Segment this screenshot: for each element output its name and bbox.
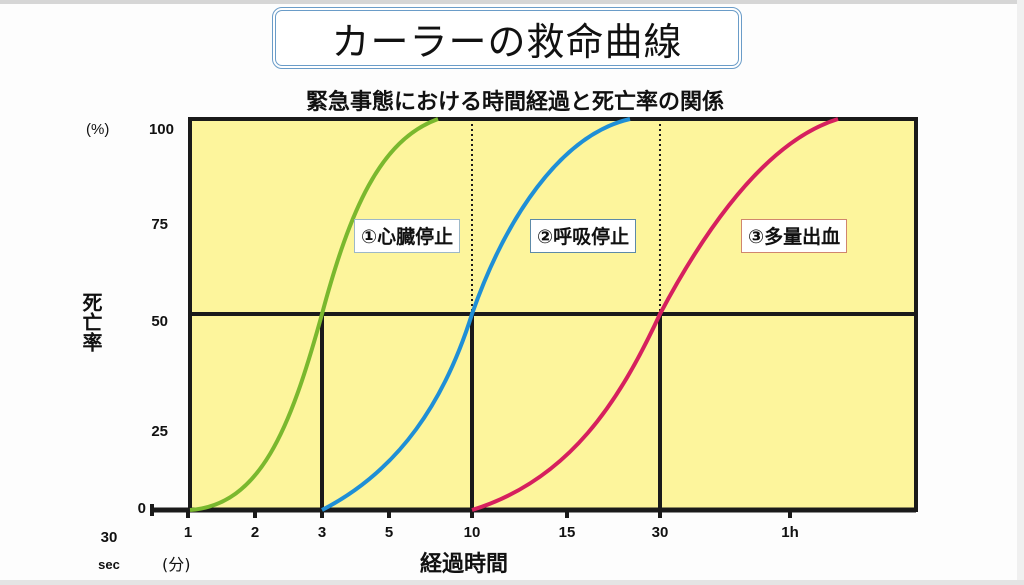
y-axis-label: 死亡率 [79,292,103,357]
window-top-edge [0,0,1024,4]
x-tick-2: 2 [250,524,260,541]
x-tick-3: 3 [317,524,327,541]
label-cardiac-arrest: ①心臓停止 [354,219,461,253]
x-tick-30sec-value: 30 [100,529,118,546]
x-tick-15: 15 [558,524,576,541]
x-axis-label: 経過時間 [420,552,509,577]
y-tick-0: 0 [137,500,146,517]
fifty-percent-drop-lines [320,314,662,510]
chart-subtitle: 緊急事態における時間経過と死亡率の関係 [305,90,724,115]
y-tick-25: 25 [151,423,168,440]
y-axis-label-text: 死亡率 [79,292,103,352]
label-respiratory-arrest: ②呼吸停止 [530,219,637,253]
y-tick-50: 50 [151,313,168,330]
y-axis-unit: (%) [86,121,110,138]
x-tick-30: 30 [651,524,669,541]
x-tick-1h: 1h [781,524,799,541]
curve-cardiac-arrest [189,117,439,512]
x-axis-minute-unit: (分) [162,555,191,574]
curve-massive-bleeding [471,117,839,512]
window-right-edge [1017,0,1024,585]
x-tick-30sec: 30 sec [84,524,134,578]
y-tick-75: 75 [151,216,168,233]
x-tick-1: 1 [183,524,193,541]
x-tick-30sec-unit: sec [98,557,120,572]
label-massive-bleeding: ③多量出血 [741,219,848,253]
chart-title-box: カーラーの救命曲線 [272,7,742,69]
window-bottom-edge [0,580,1024,585]
y-tick-100: 100 [148,121,174,138]
curve-respiratory-arrest [321,117,631,512]
x-tick-10: 10 [463,524,481,541]
x-tick-5: 5 [384,524,394,541]
x-tick-marks [186,510,792,518]
chart-title: カーラーの救命曲線 [331,19,683,64]
